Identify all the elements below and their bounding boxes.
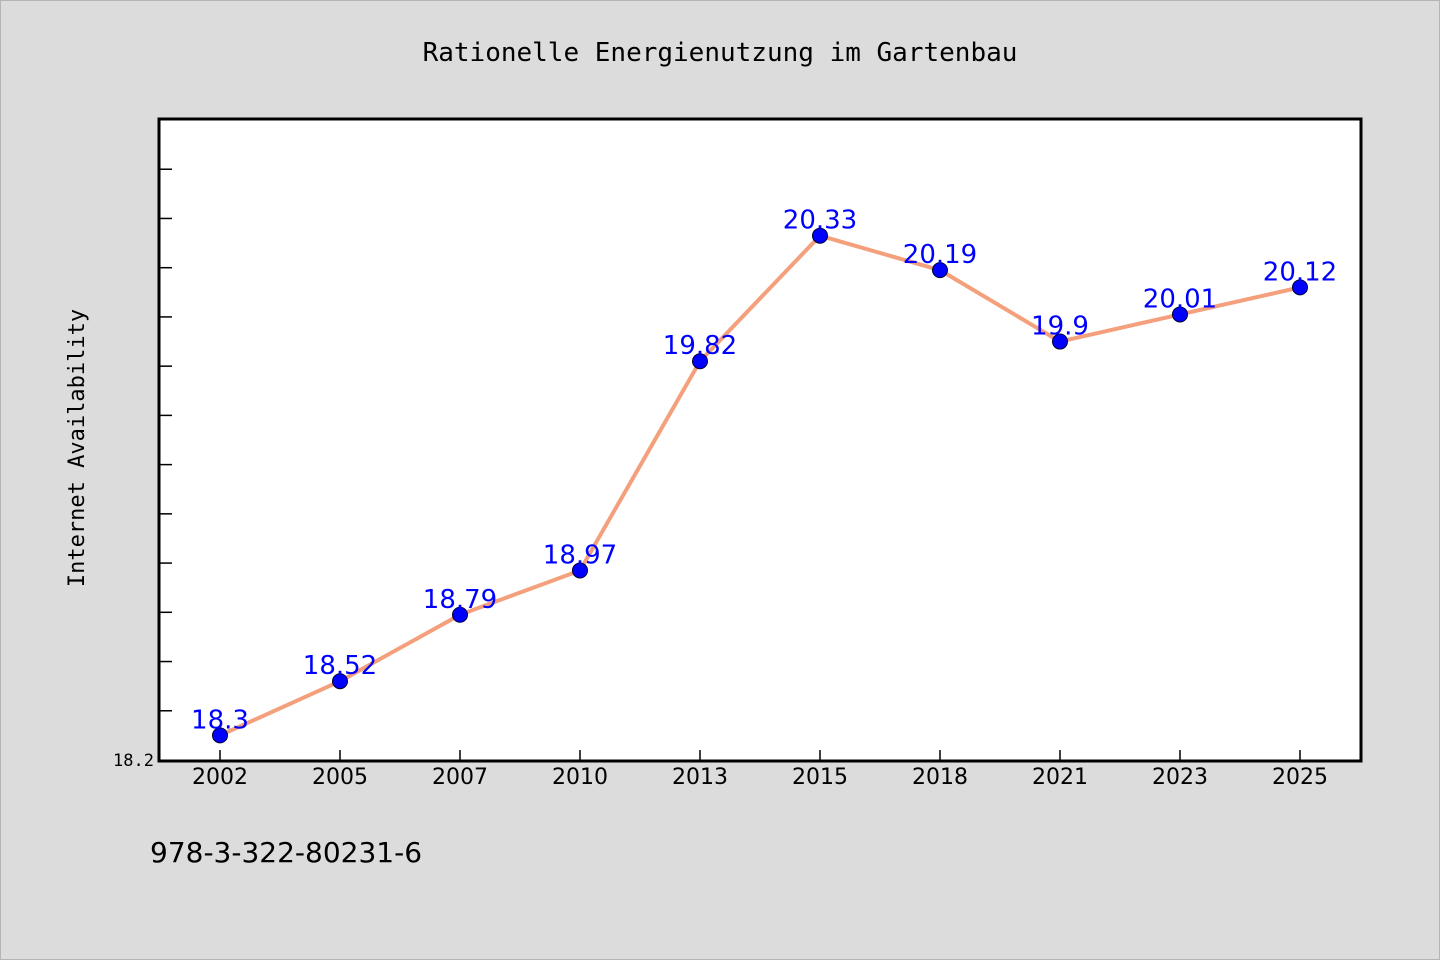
data-labels: 18.3 18.52 18.79 18.97 19.82 20.33 20.19 19.9 20… (191, 206, 1337, 736)
data-label-2021: 19.9 (1031, 312, 1089, 342)
data-label-2015: 20.33 (783, 206, 857, 236)
data-markers (212, 227, 1308, 744)
data-label-2023: 20.01 (1143, 284, 1217, 314)
x-axis-ticks: 2002 2005 2007 2010 2013 2015 2018 2021 2023 2025 (192, 750, 1328, 790)
data-point-2010 (572, 562, 588, 579)
chart-title: Rationelle Energienutzung im Gartenbau (423, 38, 1018, 68)
x-tick-label: 2018 (912, 765, 968, 790)
x-tick-label: 2010 (552, 765, 608, 790)
data-label-2005: 18.52 (303, 651, 377, 681)
data-point-2013 (692, 353, 708, 370)
data-label-2013: 19.82 (663, 331, 737, 361)
footer-isbn: 978-3-322-80231-6 (150, 836, 422, 869)
x-tick-label: 2002 (192, 765, 248, 790)
x-tick-label: 2015 (792, 765, 848, 790)
plot-area (157, 117, 1363, 763)
x-tick-label: 2013 (672, 765, 728, 790)
data-label-2007: 18.79 (423, 585, 497, 615)
x-tick-label: 2021 (1032, 765, 1088, 790)
data-point-2005 (332, 673, 348, 690)
data-label-2002: 18.3 (191, 705, 249, 735)
data-point-2023 (1172, 306, 1188, 323)
y-axis-label: Internet Availability (65, 309, 90, 587)
x-tick-label: 2023 (1152, 765, 1208, 790)
data-point-2018 (932, 262, 948, 279)
data-label-2010: 18.97 (543, 540, 617, 570)
y-tick-label: 18.2 (113, 751, 154, 771)
series-line-group (219, 233, 1301, 738)
data-label-2018: 20.19 (903, 240, 977, 270)
data-point-2025 (1292, 279, 1308, 296)
y-axis-ticks: 18.2 (113, 168, 172, 771)
data-point-2002 (212, 727, 228, 744)
data-point-2007 (452, 606, 468, 623)
x-tick-label: 2007 (432, 765, 488, 790)
x-tick-label: 2025 (1272, 765, 1328, 790)
x-tick-label: 2005 (312, 765, 368, 790)
data-point-2021 (1052, 333, 1068, 350)
data-point-2015 (812, 227, 828, 244)
series-line (219, 233, 1301, 738)
data-label-2025: 20.12 (1263, 257, 1337, 287)
